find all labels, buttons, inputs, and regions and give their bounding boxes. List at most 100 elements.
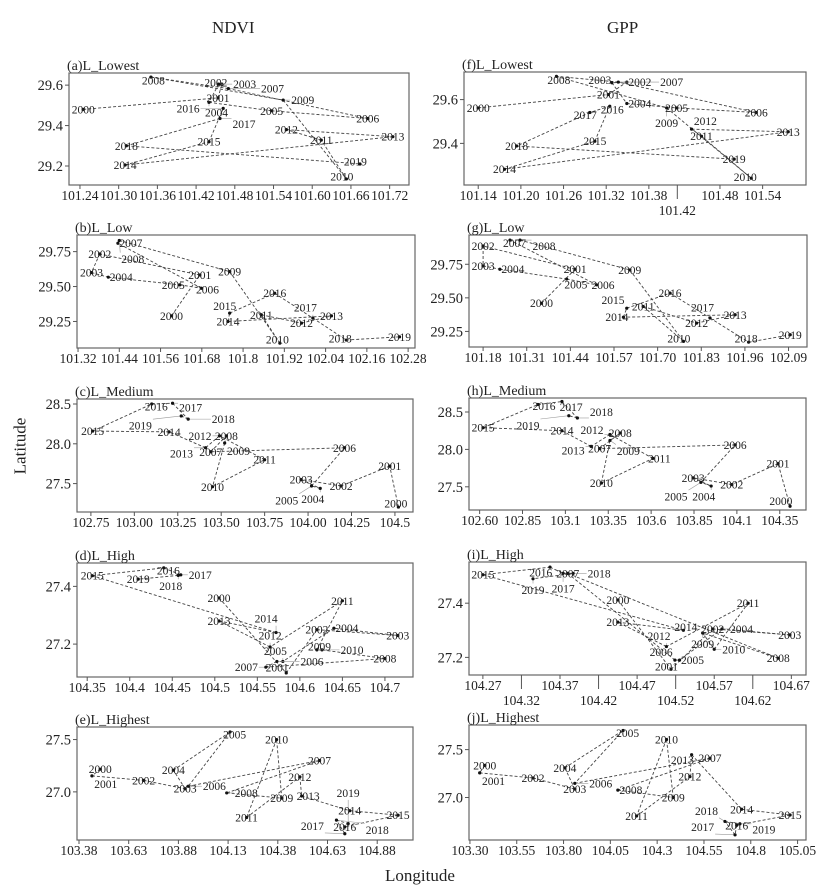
year-label: 2017 xyxy=(691,303,714,315)
year-label: 2016 xyxy=(157,566,180,578)
panel-title: (g)L_Low xyxy=(467,221,525,236)
x-tick-label: 101.32 xyxy=(588,188,625,203)
year-label: 2019 xyxy=(129,421,152,433)
year-label: 2012 xyxy=(580,425,603,437)
trajectory-segment xyxy=(229,271,281,344)
x-tick-label: 104.65 xyxy=(324,680,361,695)
trajectory-segment xyxy=(320,139,347,180)
data-point xyxy=(786,130,790,134)
year-label: 2016 xyxy=(601,105,624,117)
data-point xyxy=(203,446,208,450)
data-point xyxy=(396,813,400,817)
x-tick-label: 101.57 xyxy=(595,350,632,365)
data-point xyxy=(275,659,279,664)
data-point xyxy=(565,277,569,281)
data-point xyxy=(508,238,512,242)
trajectory-segment xyxy=(734,825,738,835)
trajectory-segment xyxy=(608,81,628,95)
data-point xyxy=(554,74,559,78)
trajectory-segment xyxy=(229,292,275,314)
year-label: 2011 xyxy=(310,135,333,147)
x-tick-label: 101.44 xyxy=(101,351,138,366)
y-tick-label: 27.5 xyxy=(438,480,463,496)
trajectory-segment xyxy=(623,314,736,318)
data-point xyxy=(275,737,279,742)
label-leader-line xyxy=(336,819,365,824)
trajectory-segment xyxy=(532,777,575,790)
year-label: 2010 xyxy=(266,335,289,347)
data-point xyxy=(674,106,679,110)
trajectory-segment xyxy=(99,253,200,276)
data-point xyxy=(733,313,737,317)
trajectory-segment xyxy=(171,274,201,317)
data-point xyxy=(162,566,166,570)
year-label: 2007 xyxy=(199,447,222,459)
y-tick-label: 27.4 xyxy=(438,596,464,612)
x-tick-label: 104.7 xyxy=(370,680,401,695)
year-label: 2008 xyxy=(215,431,238,443)
data-point xyxy=(176,573,180,578)
panel-title: (f)L_Lowest xyxy=(462,58,533,73)
year-label: 2019 xyxy=(752,825,775,837)
x-tick-label: 104.25 xyxy=(333,515,370,530)
data-point xyxy=(149,75,153,79)
year-label: 2005 xyxy=(681,655,704,667)
x-tick-label: 101.56 xyxy=(142,351,179,366)
trajectory-segment xyxy=(212,442,226,487)
data-point xyxy=(621,728,625,733)
year-label: 2005 xyxy=(264,646,287,658)
data-point xyxy=(273,291,277,295)
trajectory-segment xyxy=(564,730,624,769)
trajectory-segment xyxy=(168,431,206,449)
y-tick-label: 27.0 xyxy=(46,785,71,801)
data-point xyxy=(733,833,737,837)
data-point xyxy=(616,598,620,602)
year-label: 2018 xyxy=(588,568,611,580)
x-tick-label: 104.13 xyxy=(210,843,247,858)
y-tick-label: 27.5 xyxy=(438,743,463,759)
trajectory-segment xyxy=(301,795,350,812)
data-point xyxy=(117,238,121,243)
trajectory-segment xyxy=(286,129,322,141)
data-point xyxy=(749,176,753,180)
year-label: 2009 xyxy=(691,639,714,651)
trajectory-segment xyxy=(712,628,790,636)
data-point xyxy=(178,283,182,287)
year-label: 2003 xyxy=(233,79,256,91)
x-tick-label: 104.57 xyxy=(696,678,733,693)
trajectory-segment xyxy=(618,81,757,113)
x-tick-label: 101.14 xyxy=(460,188,497,203)
data-point xyxy=(268,645,272,649)
year-label: 2005 xyxy=(616,728,639,740)
trajectory-segment xyxy=(541,268,576,304)
x-tick-label: 104.05 xyxy=(592,843,629,858)
trajectory-segment xyxy=(205,435,220,449)
trajectory-segment xyxy=(590,434,611,447)
trajectory-segment xyxy=(483,427,562,432)
year-label: 2004 xyxy=(730,624,753,636)
y-tick-label: 29.50 xyxy=(430,291,463,307)
year-label: 2001 xyxy=(482,776,505,788)
data-point xyxy=(207,100,211,104)
x-tick-label: 101.92 xyxy=(266,351,303,366)
data-point xyxy=(673,658,677,662)
data-point xyxy=(732,157,736,161)
data-point xyxy=(317,758,322,763)
year-label: 2014 xyxy=(338,806,361,818)
year-label: 2018 xyxy=(505,141,528,153)
year-label: 2002 xyxy=(330,481,353,493)
panel-a: (a)L_Lowest 101.24 101.30 101.36 101.42 101.4… xyxy=(38,59,410,203)
data-point xyxy=(476,106,480,110)
year-label: 2004 xyxy=(162,765,185,777)
data-point xyxy=(694,321,699,325)
trajectory-segment xyxy=(691,128,789,133)
data-point xyxy=(651,456,655,460)
x-tick-label: 101.72 xyxy=(371,188,408,203)
y-tick-label: 29.2 xyxy=(38,159,63,175)
year-label: 2004 xyxy=(205,108,228,120)
year-label: 2009 xyxy=(218,267,241,279)
trajectory-segment xyxy=(143,779,186,790)
x-tick-label: 104.37 xyxy=(541,678,578,693)
data-point xyxy=(228,269,232,274)
year-label: 2005 xyxy=(223,730,246,742)
